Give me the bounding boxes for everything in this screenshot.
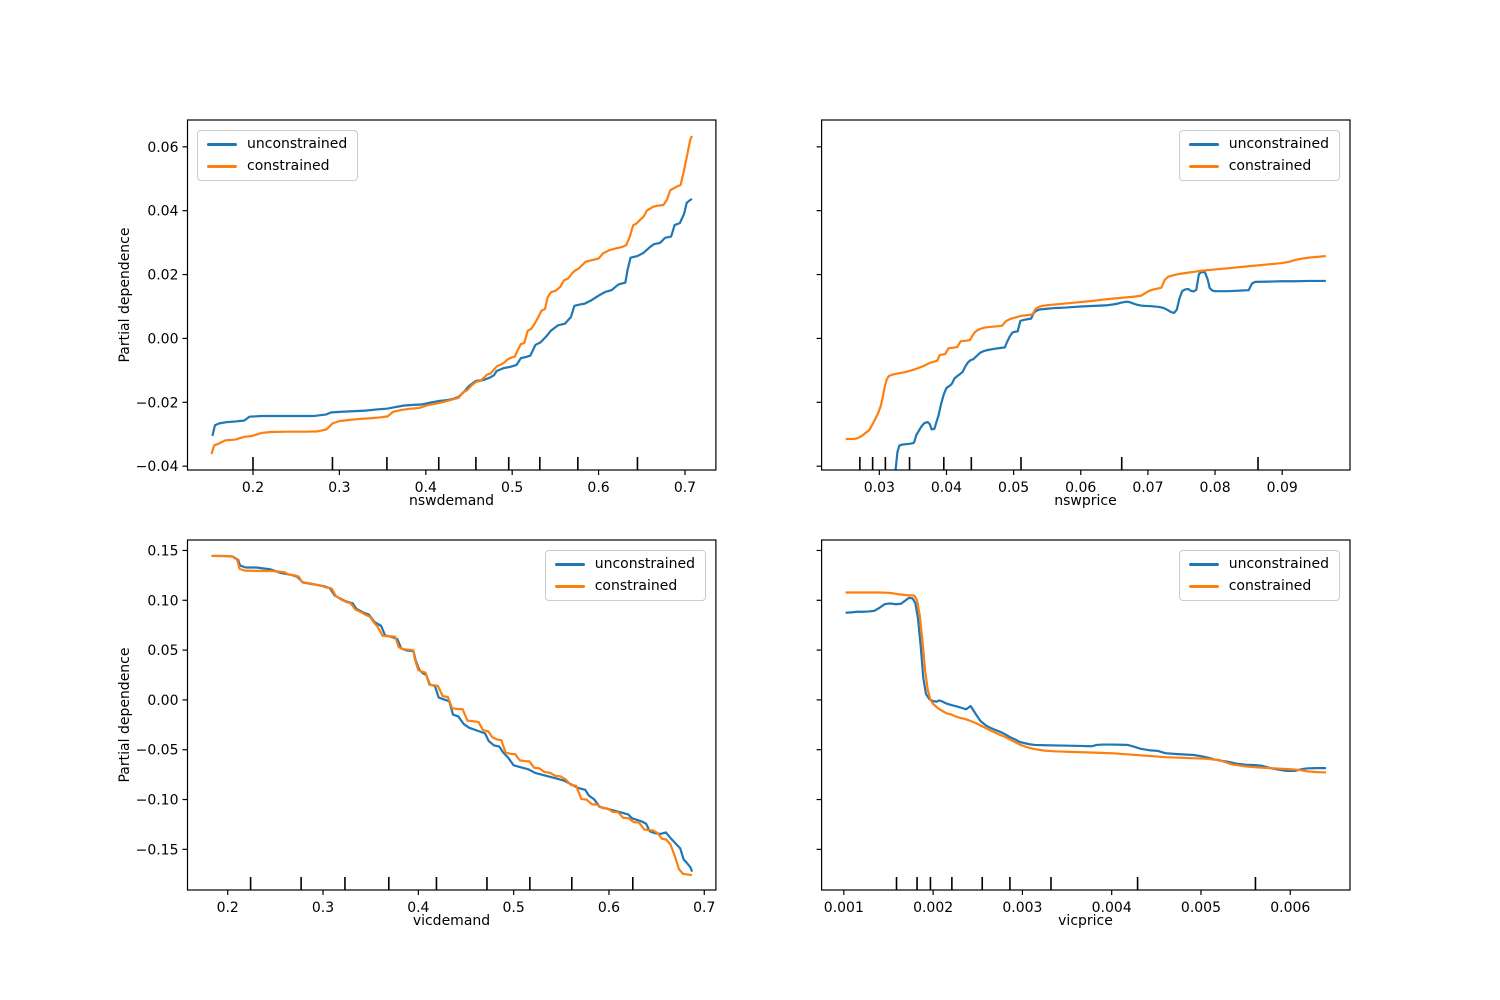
legend-item-unconstrained: unconstrained (1188, 136, 1329, 153)
series-line-constrained (210, 135, 693, 455)
y-tick-label: −0.10 (136, 793, 179, 809)
legend-line-constrained-icon (207, 165, 237, 168)
y-tick-label: 0.00 (147, 693, 178, 709)
series-line-unconstrained (845, 596, 1326, 773)
legend-item-constrained: constrained (554, 578, 695, 595)
x-tick-label: 0.06 (1065, 480, 1096, 496)
legend-item-unconstrained: unconstrained (554, 556, 695, 573)
x-tick-label: 0.005 (1181, 900, 1221, 916)
x-tick-label: 0.08 (1199, 480, 1230, 496)
legend-label-constrained: constrained (594, 578, 678, 594)
series-line-unconstrained (894, 270, 1326, 470)
x-tick-label: 0.05 (998, 480, 1029, 496)
axes-vicdemand: 0.2 0.3 0.4 0.5 0.6 0.7 −0.15 −0.10 −0.05 0.00 0.0… (136, 539, 717, 916)
x-tick-label: 0.002 (913, 900, 953, 916)
y-tick-label: 0.05 (147, 643, 178, 659)
legend-line-unconstrained-icon (1188, 563, 1219, 566)
legend-line-unconstrained-icon (207, 143, 237, 146)
y-tick-label: 0.15 (147, 543, 178, 559)
legend-item-constrained: constrained (1188, 158, 1329, 175)
legend-label-constrained: constrained (247, 158, 330, 174)
x-tick-label: 0.004 (1092, 900, 1132, 916)
axes-frame (186, 119, 717, 471)
legend-item-unconstrained: unconstrained (1188, 556, 1329, 573)
subplot-vicdemand: 0.2 0.3 0.4 0.5 0.6 0.7 −0.15 −0.10 −0.05 0.00 0.0… (0, 500, 750, 1000)
y-tick-label: −0.04 (136, 459, 179, 475)
y-tick-label: −0.15 (136, 842, 179, 858)
y-tick-label: −0.02 (136, 395, 179, 411)
legend-label-unconstrained: unconstrained (1228, 136, 1329, 152)
axes-frame (820, 119, 1351, 471)
x-axis-label: vicprice (1058, 913, 1113, 929)
series-line-constrained (211, 554, 693, 877)
axes-frame (820, 539, 1351, 891)
x-tick-label: 0.001 (824, 900, 864, 916)
y-tick-label: 0.04 (147, 204, 178, 220)
legend-item-constrained: constrained (1188, 578, 1329, 595)
x-tick-label: 0.6 (598, 900, 620, 916)
axes-frame (186, 539, 717, 891)
y-tick-label: 0.00 (147, 331, 178, 347)
x-axis-label: vicdemand (412, 913, 491, 929)
y-tick-label: 0.10 (147, 593, 178, 609)
x-tick-label: 0.3 (312, 900, 334, 916)
legend: unconstrained constrained (1178, 130, 1340, 181)
series-line-unconstrained (211, 197, 693, 437)
series-line-constrained (845, 591, 1327, 774)
series-line-unconstrained (211, 554, 693, 872)
x-tick-label: 0.4 (415, 480, 437, 496)
subplot-vicprice: 0.001 0.002 0.003 0.004 0.005 0.006 vicprice … (750, 500, 1500, 1000)
legend-line-constrained-icon (1188, 585, 1219, 588)
x-tick-label: 0.7 (674, 480, 696, 496)
x-tick-label: 0.07 (1132, 480, 1163, 496)
legend-line-unconstrained-icon (554, 563, 585, 566)
y-axis-label: Partial dependence (117, 647, 133, 783)
x-tick-label: 0.5 (501, 480, 523, 496)
series-line-constrained (845, 254, 1326, 441)
y-tick-label: 0.06 (147, 140, 178, 156)
x-tick-label: 0.6 (587, 480, 609, 496)
x-axis-label: nswprice (1054, 493, 1117, 509)
x-tick-label: 0.04 (931, 480, 962, 496)
x-tick-label: 0.5 (503, 900, 525, 916)
x-tick-label: 0.09 (1267, 480, 1298, 496)
x-tick-label: 0.2 (217, 900, 239, 916)
legend-label-constrained: constrained (1228, 158, 1312, 174)
x-axis-label: nswdemand (408, 493, 495, 509)
legend: unconstrained constrained (1178, 550, 1340, 601)
legend-label-constrained: constrained (1228, 578, 1312, 594)
x-tick-label: 0.3 (328, 480, 350, 496)
x-tick-label: 0.7 (693, 900, 715, 916)
subplot-nswdemand: 0.2 0.3 0.4 0.5 0.6 0.7 −0.04 −0.02 0.00 0.02 0.04… (0, 0, 750, 509)
x-tick-label: 0.006 (1270, 900, 1310, 916)
axes-nswprice: 0.03 0.04 0.05 0.06 0.07 0.08 0.09 (816, 119, 1351, 496)
x-tick-label: 0.2 (242, 480, 264, 496)
axes-vicprice: 0.001 0.002 0.003 0.004 0.005 0.006 (816, 539, 1351, 916)
x-tick-label: 0.03 (864, 480, 895, 496)
legend-item-unconstrained: unconstrained (207, 136, 347, 153)
legend-line-constrained-icon (554, 585, 585, 588)
y-axis-label: Partial dependence (117, 227, 133, 363)
legend-line-constrained-icon (1188, 165, 1219, 168)
legend: unconstrained constrained (544, 550, 706, 601)
x-tick-label: 0.4 (407, 900, 429, 916)
legend-line-unconstrained-icon (1188, 143, 1219, 146)
x-tick-label: 0.003 (1002, 900, 1042, 916)
legend-label-unconstrained: unconstrained (247, 136, 348, 152)
y-tick-label: 0.02 (147, 268, 178, 284)
legend-label-unconstrained: unconstrained (594, 556, 695, 572)
subplot-nswprice: 0.03 0.04 0.05 0.06 0.07 0.08 0.09 nswprice un… (750, 0, 1500, 509)
legend-label-unconstrained: unconstrained (1228, 556, 1329, 572)
legend: unconstrained constrained (197, 130, 359, 181)
legend-item-constrained: constrained (207, 158, 347, 175)
axes-nswdemand: 0.2 0.3 0.4 0.5 0.6 0.7 −0.04 −0.02 0.00 0.02 0.04… (136, 119, 717, 496)
y-tick-label: −0.05 (136, 743, 179, 759)
